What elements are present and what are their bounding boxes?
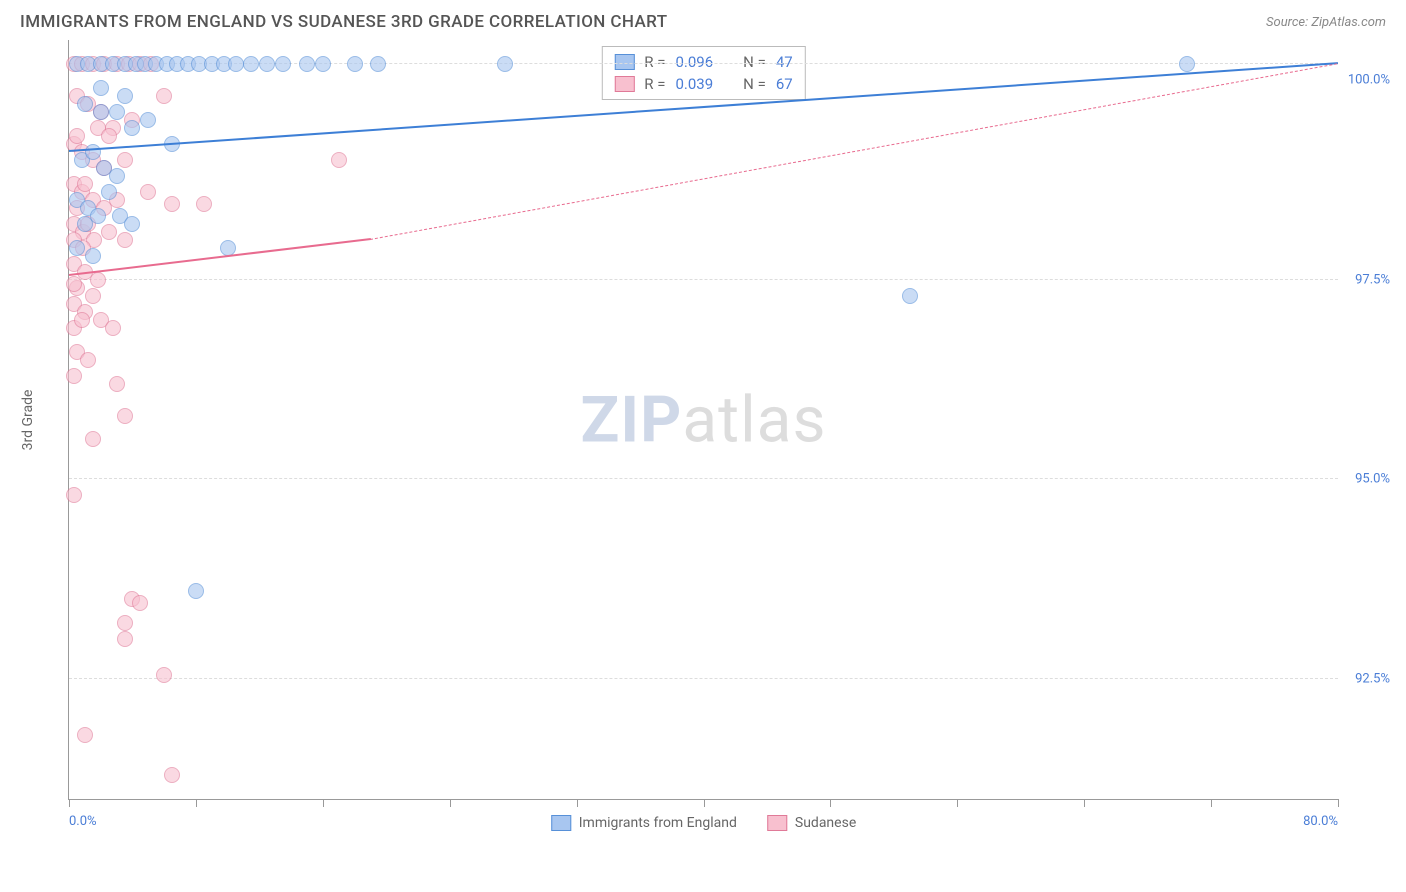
data-point — [85, 144, 101, 160]
x-tick — [450, 799, 451, 807]
data-point — [299, 56, 315, 72]
data-point — [69, 128, 85, 144]
data-point — [124, 216, 140, 232]
x-tick — [1211, 799, 1212, 807]
swatch-sudanese — [767, 815, 787, 831]
data-point — [275, 56, 291, 72]
x-tick — [1084, 799, 1085, 807]
data-point — [109, 104, 125, 120]
data-point — [109, 168, 125, 184]
data-point — [69, 240, 85, 256]
data-point — [85, 248, 101, 264]
data-point — [77, 216, 93, 232]
data-point — [117, 232, 133, 248]
trend-line — [370, 63, 1338, 240]
data-point — [85, 288, 101, 304]
data-point — [243, 56, 259, 72]
data-point — [117, 631, 133, 647]
legend-label: Sudanese — [795, 815, 856, 831]
data-point — [497, 56, 513, 72]
bottom-legend: Immigrants from England Sudanese — [551, 815, 857, 831]
data-point — [156, 667, 172, 683]
y-tick-label: 92.5% — [1355, 672, 1390, 687]
swatch-sudanese — [614, 76, 634, 92]
x-tick — [196, 799, 197, 807]
data-point — [101, 224, 117, 240]
watermark-rest: atlas — [682, 382, 826, 457]
data-point — [188, 583, 204, 599]
data-point — [66, 276, 82, 292]
legend-label: Immigrants from England — [579, 815, 737, 831]
data-point — [347, 56, 363, 72]
data-point — [66, 487, 82, 503]
data-point — [77, 96, 93, 112]
y-tick-label: 100.0% — [1348, 72, 1390, 87]
data-point — [1179, 56, 1195, 72]
x-end-label: 80.0% — [1303, 814, 1338, 829]
data-point — [74, 312, 90, 328]
chart-header: IMMIGRANTS FROM ENGLAND VS SUDANESE 3RD … — [0, 0, 1406, 40]
gridline — [69, 478, 1338, 479]
data-point — [117, 152, 133, 168]
data-point — [80, 352, 96, 368]
data-point — [370, 56, 386, 72]
data-point — [132, 595, 148, 611]
legend-item: Immigrants from England — [551, 815, 737, 831]
x-tick — [323, 799, 324, 807]
data-point — [164, 767, 180, 783]
gridline — [69, 279, 1338, 280]
stats-row: R =0.039N =67 — [614, 73, 792, 95]
data-point — [331, 152, 347, 168]
x-tick — [69, 799, 70, 807]
watermark-bold: ZIP — [581, 382, 683, 457]
x-tick — [830, 799, 831, 807]
data-point — [259, 56, 275, 72]
data-point — [117, 408, 133, 424]
data-point — [196, 196, 212, 212]
data-point — [93, 80, 109, 96]
data-point — [117, 615, 133, 631]
data-point — [315, 56, 331, 72]
x-end-label: 0.0% — [69, 814, 97, 829]
data-point — [90, 272, 106, 288]
legend-item: Sudanese — [767, 815, 856, 831]
data-point — [228, 56, 244, 72]
source-attribution: Source: ZipAtlas.com — [1266, 15, 1386, 30]
data-point — [101, 184, 117, 200]
x-tick — [957, 799, 958, 807]
y-axis-label: 3rd Grade — [20, 390, 36, 451]
data-point — [93, 104, 109, 120]
x-tick — [1338, 799, 1339, 807]
data-point — [77, 727, 93, 743]
y-tick-label: 97.5% — [1355, 272, 1390, 287]
data-point — [902, 288, 918, 304]
swatch-england — [551, 815, 571, 831]
chart-container: 3rd Grade ZIPatlas R =0.096N =47R =0.039… — [20, 40, 1386, 800]
data-point — [85, 431, 101, 447]
data-point — [66, 368, 82, 384]
plot-area: ZIPatlas R =0.096N =47R =0.039N =67 Immi… — [68, 40, 1338, 800]
y-tick-label: 95.0% — [1355, 472, 1390, 487]
data-point — [124, 120, 140, 136]
x-tick — [577, 799, 578, 807]
data-point — [109, 376, 125, 392]
watermark: ZIPatlas — [581, 382, 827, 457]
data-point — [105, 320, 121, 336]
data-point — [101, 128, 117, 144]
x-tick — [704, 799, 705, 807]
data-point — [156, 88, 172, 104]
data-point — [77, 176, 93, 192]
chart-title: IMMIGRANTS FROM ENGLAND VS SUDANESE 3RD … — [20, 12, 667, 32]
data-point — [117, 88, 133, 104]
data-point — [140, 184, 156, 200]
correlation-stats-box: R =0.096N =47R =0.039N =67 — [601, 46, 805, 100]
data-point — [164, 196, 180, 212]
data-point — [140, 112, 156, 128]
gridline — [69, 678, 1338, 679]
